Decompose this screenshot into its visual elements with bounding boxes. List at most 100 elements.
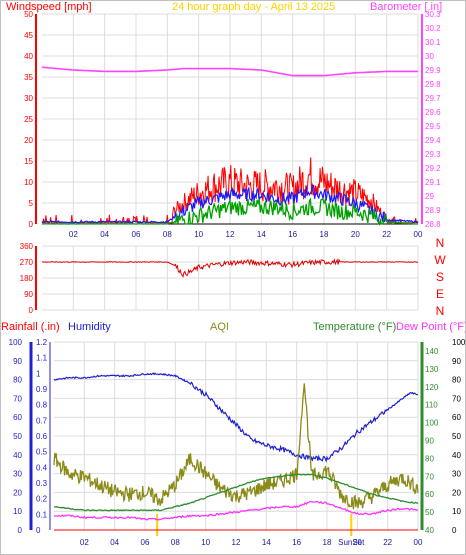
aqi-tick-label: 90 <box>452 357 461 366</box>
temperature-tick-label: 120 <box>425 383 439 392</box>
temperature-tick-label: 50 <box>425 508 434 517</box>
temperature-tick-label: 60 <box>425 490 434 499</box>
humidity-tick-label: 100 <box>9 338 23 347</box>
aqi-tick-label: 40 <box>452 451 461 460</box>
lower-x-tick-label: 08 <box>171 538 180 547</box>
lower-x-tick-label: 02 <box>80 538 89 547</box>
dew-point-axis-label: Dew Point (°F) <box>396 321 466 333</box>
wind-x-tick-label: 02 <box>69 230 78 239</box>
rainfall-tick-label: 0.5 <box>36 448 48 457</box>
wind-x-tick-label: 14 <box>257 230 266 239</box>
humidity-axis-label: Humidity <box>68 321 111 333</box>
barometer-tick-label: 29.4 <box>425 136 441 145</box>
humidity-tick-label: 30 <box>13 470 22 479</box>
temperature-tick-label: 40 <box>425 526 434 535</box>
temperature-tick-label: 90 <box>425 436 434 445</box>
aqi-line <box>53 383 419 510</box>
windspeed-tick-label: 15 <box>24 157 33 166</box>
lower-x-tick-label: 16 <box>292 538 301 547</box>
lower-x-tick-label: 20 <box>353 538 362 547</box>
wind-speed-line <box>42 197 418 227</box>
direction-tick-label: 270 <box>20 258 34 267</box>
humidity-tick-label: 70 <box>13 394 22 403</box>
barometer-tick-label: 30 <box>425 52 434 61</box>
direction-tick-label: 360 <box>20 242 34 251</box>
compass-label: S <box>436 270 444 284</box>
barometer-tick-label: 29 <box>425 192 434 201</box>
windspeed-tick-label: 0 <box>29 220 34 229</box>
windspeed-tick-label: 50 <box>24 10 33 19</box>
humidity-tick-label: 90 <box>13 357 22 366</box>
lower-x-tick-label: 22 <box>383 538 392 547</box>
temperature-line <box>54 473 419 512</box>
humidity-tick-label: 10 <box>13 507 22 516</box>
temperature-tick-label: 100 <box>425 419 439 428</box>
wind-x-tick-label: 16 <box>288 230 297 239</box>
sun-marker-label: SunSet <box>338 538 365 547</box>
wind-x-tick-label: 20 <box>351 230 360 239</box>
rainfall-tick-label: 0.2 <box>36 495 48 504</box>
rainfall-tick-label: 0.6 <box>36 432 48 441</box>
wind-x-tick-label: 08 <box>163 230 172 239</box>
average-wind-line <box>41 184 419 224</box>
barometer-tick-label: 29.7 <box>425 94 441 103</box>
lower-x-tick-label: 18 <box>323 538 332 547</box>
barometer-tick-label: 28.8 <box>425 220 441 229</box>
aqi-axis-label: AQI <box>210 321 229 333</box>
humidity-tick-label: 80 <box>13 376 22 385</box>
humidity-line <box>53 372 419 463</box>
lower-x-tick-label: 10 <box>201 538 210 547</box>
barometer-tick-label: 29.3 <box>425 150 441 159</box>
lower-x-tick-label: 00 <box>414 538 423 547</box>
direction-tick-label: 0 <box>29 306 34 315</box>
rainfall-tick-label: 1.2 <box>36 338 48 347</box>
aqi-tick-label: 70 <box>452 394 461 403</box>
rainfall-tick-label: 0.4 <box>36 463 48 472</box>
humidity-tick-label: 40 <box>13 451 22 460</box>
wind-x-tick-label: 22 <box>382 230 391 239</box>
aqi-tick-label: 60 <box>452 413 461 422</box>
rainfall-axis-label: Rainfall (.in) <box>1 321 60 333</box>
humidity-tick-label: 60 <box>13 413 22 422</box>
rainfall-tick-label: 1.1 <box>36 354 48 363</box>
aqi-tick-label: 80 <box>452 376 461 385</box>
dew-point-line <box>53 500 419 521</box>
aqi-tick-label: 100 <box>452 338 466 347</box>
windspeed-tick-label: 40 <box>24 52 33 61</box>
rainfall-tick-label: 0.3 <box>36 479 48 488</box>
compass-label: E <box>436 287 444 301</box>
temperature-tick-label: 80 <box>425 454 434 463</box>
humidity-tick-label: 50 <box>13 432 22 441</box>
barometer-tick-label: 29.5 <box>425 122 441 131</box>
barometer-tick-label: 30.2 <box>425 24 441 33</box>
temperature-tick-label: 70 <box>425 472 434 481</box>
rainfall-tick-label: 0.1 <box>36 510 48 519</box>
lower-x-tick-label: 04 <box>110 538 119 547</box>
wind-x-tick-label: 12 <box>226 230 235 239</box>
barometer-tick-label: 29.9 <box>425 66 441 75</box>
barometer-tick-label: 29.8 <box>425 80 441 89</box>
aqi-tick-label: 0 <box>452 526 457 535</box>
barometer-axis-label: Barometer [.in] <box>370 1 442 13</box>
wind-x-tick-label: 10 <box>194 230 203 239</box>
compass-label: W <box>434 253 446 267</box>
windspeed-tick-label: 35 <box>24 73 33 82</box>
rainfall-tick-label: 0 <box>36 526 41 535</box>
temperature-tick-label: 140 <box>425 347 439 356</box>
aqi-tick-label: 30 <box>452 470 461 479</box>
barometer-tick-label: 29.2 <box>425 164 441 173</box>
wind-x-tick-label: 06 <box>132 230 141 239</box>
windspeed-tick-label: 5 <box>29 199 34 208</box>
rainfall-tick-label: 0.9 <box>36 385 48 394</box>
humidity-tick-label: 0 <box>18 526 23 535</box>
barometer-line <box>41 66 418 77</box>
barometer-tick-label: 30.1 <box>425 38 441 47</box>
windspeed-tick-label: 20 <box>24 136 33 145</box>
compass-label: N <box>436 236 445 250</box>
wind-direction-line <box>41 257 418 278</box>
rainfall-tick-label: 0.8 <box>36 401 48 410</box>
lower-x-tick-label: 06 <box>141 538 150 547</box>
temperature-tick-label: 130 <box>425 365 439 374</box>
windspeed-tick-label: 25 <box>24 115 33 124</box>
